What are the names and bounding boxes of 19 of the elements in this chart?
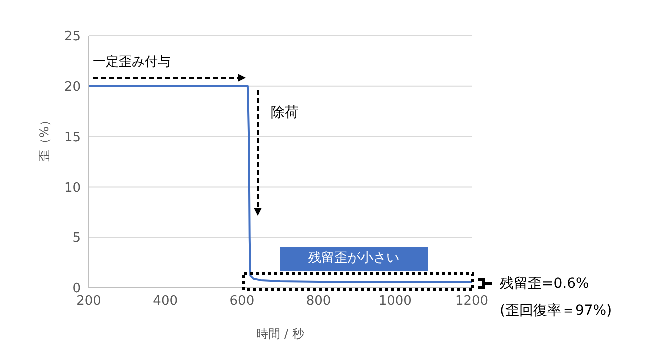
text: 残留歪=0.6% <box>500 275 590 293</box>
y-tick-label: 0 <box>72 282 81 297</box>
y-axis-title: 歪（%） <box>37 114 52 162</box>
annotation: 一定歪み付与 <box>93 54 171 71</box>
y-tick-label: 25 <box>64 30 81 45</box>
x-tick-label: 200 <box>76 294 102 310</box>
text: (歪回復率＝97%) <box>500 302 612 320</box>
x-tick-label: 800 <box>306 294 332 310</box>
x-tick-label: 400 <box>153 294 178 310</box>
annotation: 除荷 <box>271 104 299 122</box>
y-tick-label: 20 <box>64 80 81 96</box>
x-axis-title: 時間 / 秒 <box>256 327 304 341</box>
x-tick-label: 1000 <box>378 294 412 310</box>
x-tick-label: 600 <box>230 294 255 310</box>
line-series <box>89 85 472 283</box>
y-tick-label: 5 <box>72 231 81 246</box>
y-tick-label: 15 <box>64 130 81 146</box>
y-tick-label: 10 <box>64 180 81 196</box>
x-tick-label: 1200 <box>455 294 489 310</box>
